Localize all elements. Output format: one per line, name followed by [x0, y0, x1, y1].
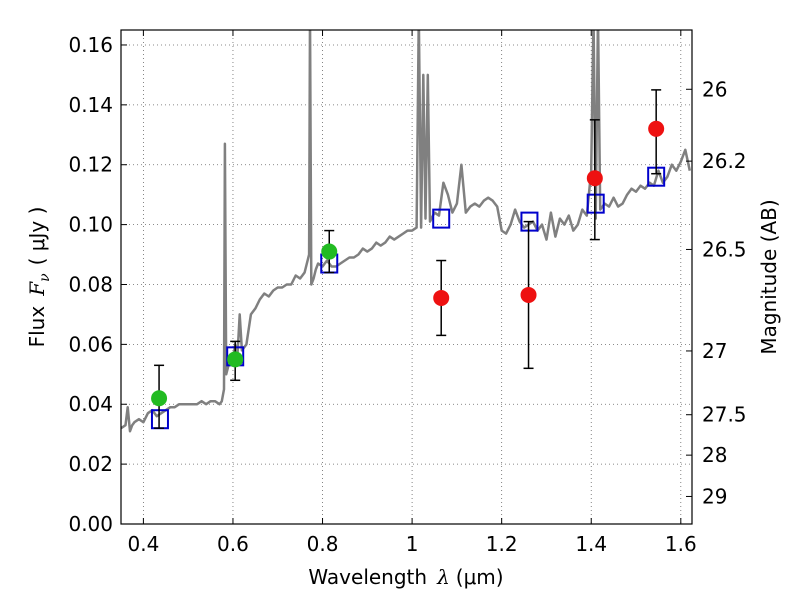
y-tick-label-3: 0.06 — [68, 332, 113, 356]
y2-tick-label-2: 26.5 — [702, 237, 747, 261]
x-axis-label: Wavelength λ (μm) — [308, 565, 503, 589]
green-point-0 — [151, 390, 168, 407]
y2-axis-label: Magnitude (AB) — [757, 199, 781, 354]
y-axis-label-subscript: ν — [37, 273, 53, 282]
y-axis-label-main: Flux — [25, 306, 49, 348]
y-tick-label-2: 0.04 — [68, 392, 113, 416]
green-point-2 — [321, 243, 338, 260]
red-point-0 — [433, 289, 450, 306]
x-tick-label-2: 0.8 — [307, 532, 339, 556]
plot-frame — [120, 29, 693, 525]
x-axis-label-symbol: λ — [436, 565, 450, 589]
red-point-1 — [520, 286, 537, 303]
red-point-2 — [586, 170, 603, 187]
y2-tick-label-1: 26.2 — [702, 149, 747, 173]
y2-tick-label-3: 27 — [702, 339, 727, 363]
y-tick-label-4: 0.08 — [68, 272, 113, 296]
x-tick-label-0: 0.4 — [127, 532, 159, 556]
y2-tick-label-6: 29 — [702, 484, 727, 508]
x-tick-label-3: 1 — [406, 532, 419, 556]
model-box-4 — [520, 211, 539, 232]
y-axis-label-symbol: F — [25, 281, 49, 297]
x-tick-label-6: 1.6 — [665, 532, 697, 556]
y-tick-label-1: 0.02 — [68, 452, 113, 476]
y-tick-label-8: 0.16 — [68, 33, 113, 57]
spectrum-line — [121, 30, 692, 433]
red-point-3 — [648, 120, 665, 137]
y2-tick-label-0: 26 — [702, 77, 727, 101]
model-box-5 — [586, 193, 605, 214]
y-tick-label-7: 0.14 — [68, 93, 113, 117]
x-tick-label-5: 1.4 — [575, 532, 607, 556]
y2-tick-label-5: 28 — [702, 443, 727, 467]
y-tick-label-5: 0.10 — [68, 213, 113, 237]
x-axis-label-main: Wavelength — [308, 565, 427, 589]
y2-tick-label-4: 27.5 — [702, 403, 747, 427]
y-axis-label-unit: ( μJy ) — [25, 207, 49, 266]
model-box-3 — [432, 208, 451, 229]
x-axis-label-unit: (μm) — [456, 565, 504, 589]
x-tick-label-4: 1.2 — [486, 532, 518, 556]
y-tick-label-6: 0.12 — [68, 153, 113, 177]
y-axis-label: Flux Fν ( μJy ) — [25, 207, 53, 348]
series-group — [121, 30, 692, 433]
plot-background — [121, 30, 692, 524]
green-point-1 — [227, 351, 244, 368]
y-tick-label-0: 0.00 — [68, 512, 113, 536]
x-tick-label-1: 0.6 — [217, 532, 249, 556]
ticks-group: 0.4 0.6 0.8 1 1.2 1.4 1.6 0.00 0.02 0.04 0.06 0.08 0… — [68, 30, 747, 556]
